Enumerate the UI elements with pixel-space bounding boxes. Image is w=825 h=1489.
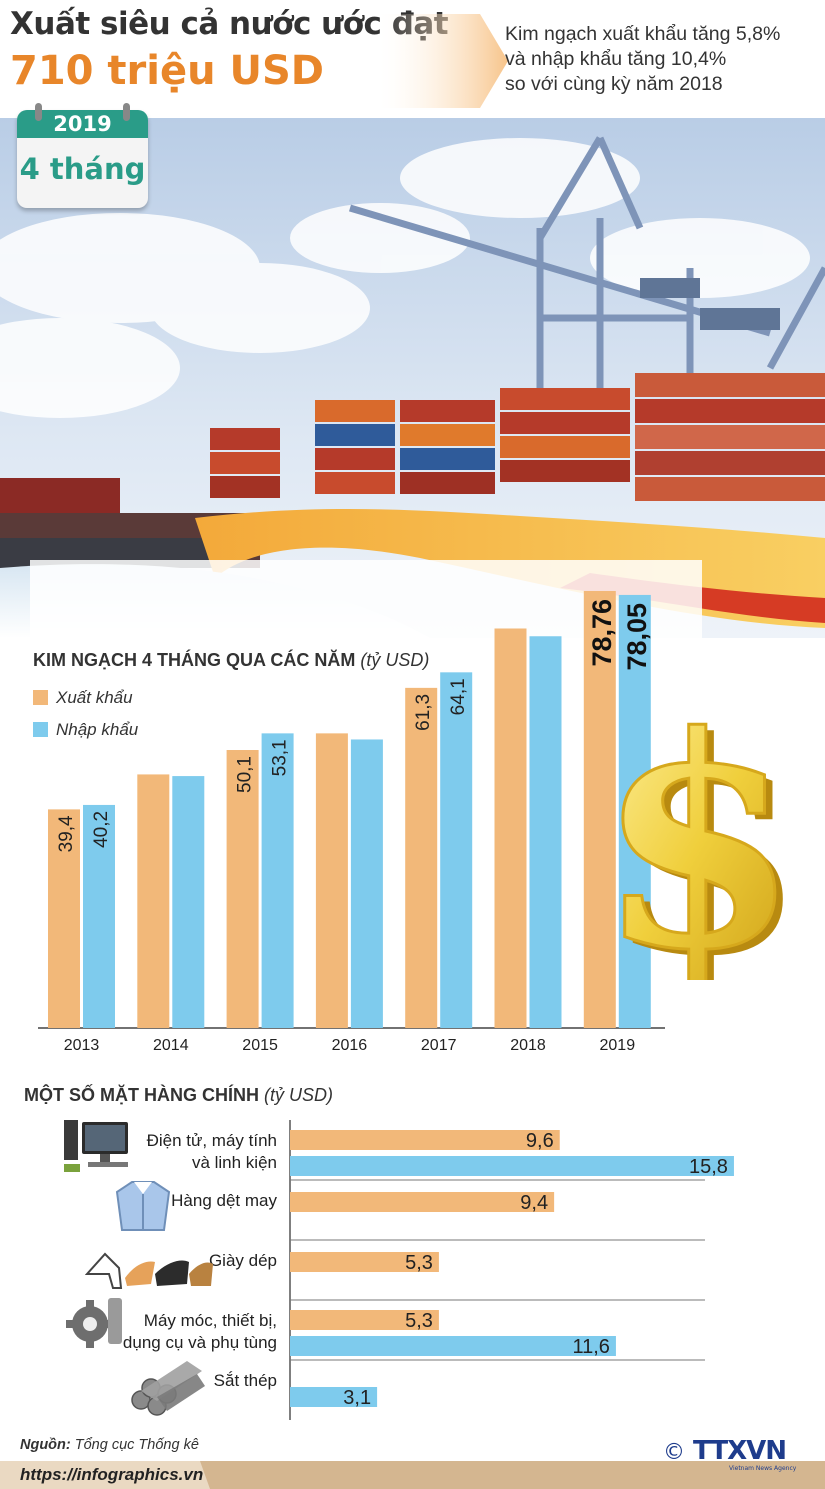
legend-label-import: Nhập khẩu	[56, 720, 139, 739]
category-label-line: Sắt thép	[213, 1371, 277, 1390]
note-line-import: và nhập khẩu tăng 10,4%	[505, 48, 727, 70]
bar-label-export-2013: 39,4	[56, 815, 77, 852]
hbar-label-import-gear: 11,6	[572, 1336, 609, 1358]
category-label-line: Điện tử, máy tính	[146, 1131, 277, 1150]
page-title: Xuất siêu cả nước ước đạt	[10, 6, 449, 42]
bar-import-2013	[83, 804, 115, 1028]
bar-label-import-2015: 53,1	[270, 739, 291, 776]
bar-label-import-2017: 64,1	[448, 678, 469, 715]
bar-import-2019	[618, 594, 651, 1028]
hbar-label-export-gear: 5,3	[405, 1310, 433, 1332]
x-tick-label-2014: 2014	[153, 1037, 189, 1054]
calendar-ring-left	[35, 103, 42, 121]
hbar-export-shirt	[290, 1192, 555, 1212]
x-tick-label-2015: 2015	[242, 1037, 278, 1054]
hbar-export-gear	[290, 1310, 439, 1330]
ttxvn-logo: © TTXVN Vietnam News Agency	[663, 1436, 797, 1472]
bar-export-2013	[48, 809, 80, 1028]
category-label-gear: Máy móc, thiết bị, dụng cụ và phụ tùng	[123, 1310, 277, 1354]
x-tick-label-2013: 2013	[64, 1037, 100, 1054]
category-label-computer: Điện tử, máy tính và linh kiện	[147, 1130, 277, 1174]
category-label-shoes: Giày dép	[209, 1250, 277, 1272]
svg-text:$: $	[598, 690, 798, 980]
x-tick-label-2019: 2019	[600, 1037, 636, 1054]
steel-pipes-icon	[131, 1361, 205, 1416]
bar-export-2017	[405, 687, 438, 1028]
category-label-steel-pipes: Sắt thép	[214, 1370, 277, 1392]
hbar-label-export-shoes: 5,3	[405, 1252, 433, 1274]
hbar-import-steel-pipes	[290, 1387, 378, 1407]
bar-label-export-2019: 78,76	[587, 599, 617, 667]
gear-icon	[66, 1298, 122, 1348]
legend-item-import: Nhập khẩu	[33, 720, 138, 740]
dollar-sign-icon: $ $	[598, 690, 798, 980]
x-tick-label-2016: 2016	[332, 1037, 368, 1054]
bar-export-2019	[583, 590, 616, 1028]
x-tick-label-2017: 2017	[421, 1037, 457, 1054]
bar-import-2014	[172, 776, 205, 1028]
bar-label-import-2019: 78,05	[622, 603, 652, 671]
category-label-line: Hàng dệt may	[171, 1191, 277, 1210]
brand-subtitle: Vietnam News Agency	[729, 1465, 797, 1472]
commodities-title: MỘT SỐ MẶT HÀNG CHÍNH (tỷ USD)	[24, 1085, 333, 1106]
source-text: Tổng cục Thống kê	[74, 1437, 199, 1453]
bar-export-2018	[494, 628, 527, 1028]
bar-label-export-2015: 50,1	[235, 756, 256, 793]
chart-title-text: KIM NGẠCH 4 THÁNG QUA CÁC NĂM	[33, 650, 356, 670]
calendar-period: 4 tháng	[19, 152, 146, 186]
bar-label-import-2013: 40,2	[91, 811, 112, 848]
bar-import-2015	[261, 733, 294, 1028]
footer-url-link[interactable]: https://infographics.vn	[0, 1461, 210, 1489]
legend-label-export: Xuất khẩu	[56, 688, 133, 707]
bar-export-2014	[137, 774, 170, 1028]
hbar-label-import-computer: 15,8	[689, 1156, 728, 1178]
legend-swatch-export	[33, 690, 48, 705]
brand-name: TTXVN	[693, 1436, 786, 1466]
legend-swatch-import	[33, 722, 48, 737]
bar-import-2017	[440, 672, 473, 1028]
hbar-label-export-computer: 9,6	[526, 1130, 554, 1152]
bar-label-export-2017: 61,3	[413, 694, 434, 731]
shoes-icon	[85, 1252, 213, 1289]
hbar-import-computer	[290, 1156, 734, 1176]
hbar-label-export-shirt: 9,4	[520, 1192, 548, 1214]
bar-export-2016	[315, 733, 348, 1028]
commodities-title-text: MỘT SỐ MẶT HÀNG CHÍNH	[24, 1085, 259, 1105]
source-note: Nguồn: Tổng cục Thống kê	[20, 1437, 199, 1453]
header-arrow-decoration	[380, 14, 508, 108]
chart-title: KIM NGẠCH 4 THÁNG QUA CÁC NĂM (tỷ USD)	[33, 650, 429, 671]
legend-item-export: Xuất khẩu	[33, 688, 133, 708]
category-label-line: và linh kiện	[191, 1153, 277, 1172]
bar-import-2016	[350, 739, 383, 1028]
source-label: Nguồn:	[20, 1437, 71, 1453]
shirt-icon	[115, 1181, 171, 1231]
commodities-title-unit: (tỷ USD)	[264, 1085, 333, 1105]
header-note: Kim ngạch xuất khẩu tăng 5,8% và nhập kh…	[505, 22, 780, 97]
bar-export-2015	[226, 750, 259, 1028]
x-tick-label-2018: 2018	[510, 1037, 546, 1054]
hbar-export-computer	[290, 1130, 560, 1150]
hbar-import-gear	[290, 1336, 616, 1356]
svg-text:$: $	[605, 690, 798, 980]
category-label-shirt: Hàng dệt may	[171, 1190, 277, 1212]
note-line-compare: so với cùng kỳ năm 2018	[505, 73, 723, 95]
bar-import-2018	[529, 636, 562, 1028]
note-line-export: Kim ngạch xuất khẩu tăng 5,8%	[505, 23, 781, 45]
hbar-export-shoes	[290, 1252, 439, 1272]
copyright-mark: ©	[663, 1440, 685, 1465]
headline-value: 710 triệu USD	[10, 48, 325, 94]
chart-title-unit: (tỷ USD)	[360, 650, 430, 670]
commodities-bar-chart: 9,6 15,8 9,4 5,3 5,3 11,6 3,1	[289, 1120, 734, 1420]
category-label-line: Máy móc, thiết bị,	[143, 1311, 277, 1330]
calendar-ring-right	[123, 103, 130, 121]
category-label-line: dụng cụ và phụ tùng	[122, 1333, 277, 1352]
category-label-line: Giày dép	[208, 1251, 277, 1270]
computer-icon	[64, 1120, 128, 1172]
hbar-label-import-steel-pipes: 3,1	[343, 1387, 371, 1409]
